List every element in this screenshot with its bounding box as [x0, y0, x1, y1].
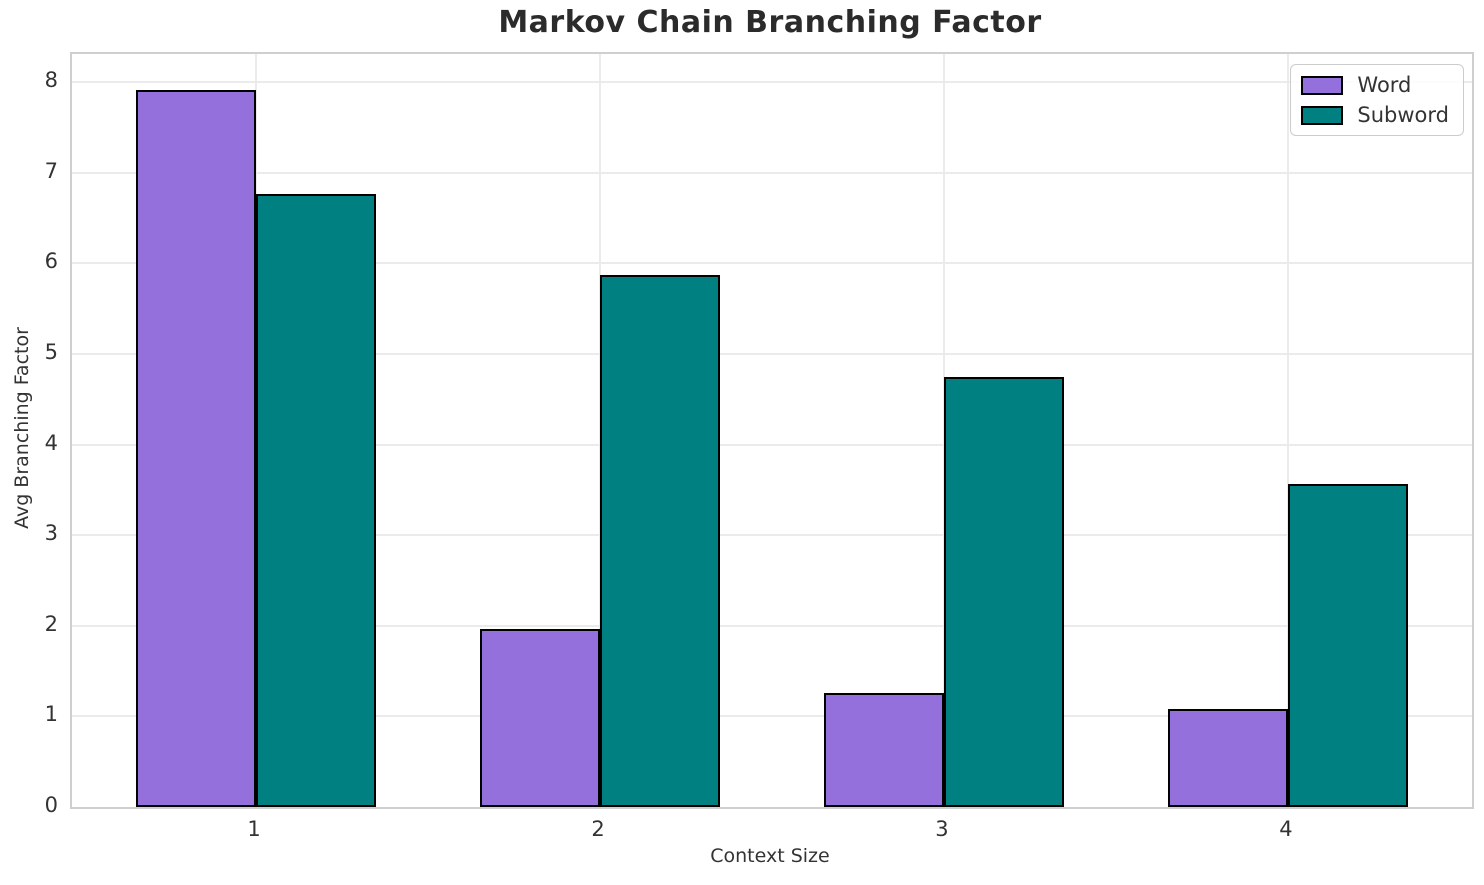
h-gridline — [72, 262, 1472, 265]
legend-label-word: Word — [1357, 73, 1412, 97]
h-gridline — [72, 443, 1472, 446]
bar-subword-4 — [1287, 483, 1409, 807]
h-gridline — [72, 171, 1472, 174]
h-gridline — [72, 352, 1472, 355]
legend: Word Subword — [1290, 64, 1464, 136]
chart-title: Markov Chain Branching Factor — [498, 5, 1042, 40]
v-gridline — [1286, 54, 1289, 807]
y-tick-label: 0 — [44, 793, 58, 817]
h-gridline — [72, 81, 1472, 84]
bar-word-1 — [135, 90, 257, 807]
plot-area: Word Subword — [70, 52, 1474, 809]
y-tick-label: 6 — [44, 249, 58, 274]
legend-label-subword: Subword — [1357, 103, 1449, 127]
bar-word-3 — [823, 692, 944, 807]
h-gridline — [72, 715, 1472, 718]
x-axis-label: Context Size — [710, 845, 830, 867]
x-tick-label: 1 — [247, 817, 261, 841]
h-gridline — [72, 534, 1472, 537]
legend-item-subword: Subword — [1301, 103, 1449, 127]
x-tick-label: 2 — [591, 817, 605, 841]
y-tick-label: 7 — [44, 158, 58, 183]
x-tick-label: 3 — [935, 817, 949, 841]
x-tick-label: 4 — [1279, 817, 1293, 841]
y-tick-label: 2 — [44, 611, 58, 636]
h-gridline — [72, 624, 1472, 627]
y-tick-label: 1 — [44, 702, 58, 727]
word-series-swatch — [1301, 75, 1344, 95]
legend-item-word: Word — [1301, 73, 1449, 97]
bar-word-4 — [1167, 709, 1288, 807]
bar-subword-3 — [943, 376, 1065, 807]
y-axis-label: Avg Branching Factor — [11, 327, 33, 529]
bar-subword-2 — [600, 275, 721, 807]
bar-word-2 — [479, 629, 600, 807]
bar-subword-1 — [256, 194, 377, 807]
subword-series-swatch — [1301, 105, 1344, 125]
y-tick-label: 8 — [44, 68, 58, 93]
